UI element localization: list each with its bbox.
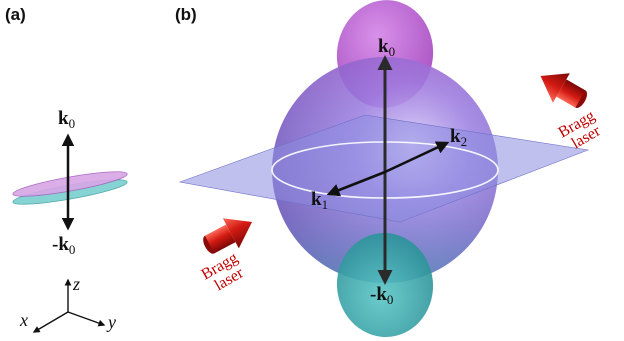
k0-label-a: k0 [58,108,75,131]
panel-label-b: (b) [175,5,197,24]
k2-label: k2 [450,126,467,149]
x-axis [32,311,69,333]
neg-k0-label-a: -k0 [52,234,75,257]
bragg-laser-arrow-right [540,73,588,109]
k2-arrow [384,141,450,174]
bottom-lobe [336,233,434,337]
panel-label-a: (a) [5,5,26,24]
x-axis-label: x [19,310,28,330]
coordinate-axes [32,278,106,333]
z-axis-label: z [72,274,80,294]
y-axis-label: y [106,312,116,332]
y-axis [67,311,106,327]
neg-k0-label-b: -k0 [370,284,393,307]
bragg-laser-arrow-left [203,218,253,254]
panel-a-condensate [12,133,128,231]
k1-label: k1 [311,189,328,212]
bragg-laser-label-left: Bragg laser [199,249,247,294]
k1-arrow [326,170,386,197]
k0-label-b: k0 [378,36,395,59]
